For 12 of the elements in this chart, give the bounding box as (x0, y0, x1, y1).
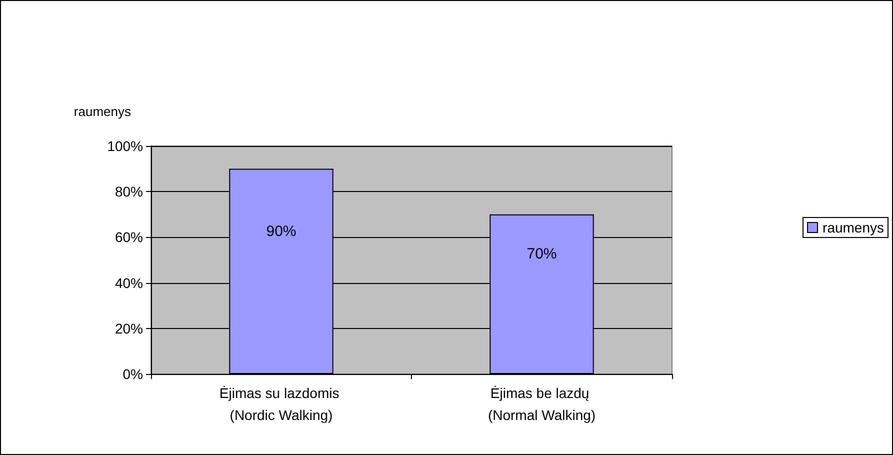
data-label: 90% (266, 222, 296, 240)
legend-label: raumenys (822, 220, 884, 236)
y-tick-label: 100% (107, 138, 143, 154)
x-tick-label: Ėjimas su lazdomis (Nordic Walking) (219, 385, 344, 423)
y-tick-label: 40% (114, 274, 143, 291)
y-tick-label: 0% (122, 366, 143, 382)
y-axis-title: raumenys (74, 104, 132, 119)
x-tick-label: Ėjimas be lazdų (Normal Walking) (488, 385, 596, 423)
data-label: 70% (526, 246, 557, 263)
y-tick-label: 20% (114, 320, 143, 336)
y-tick-label: 60% (114, 229, 143, 246)
y-tick-label: 80% (114, 184, 143, 200)
